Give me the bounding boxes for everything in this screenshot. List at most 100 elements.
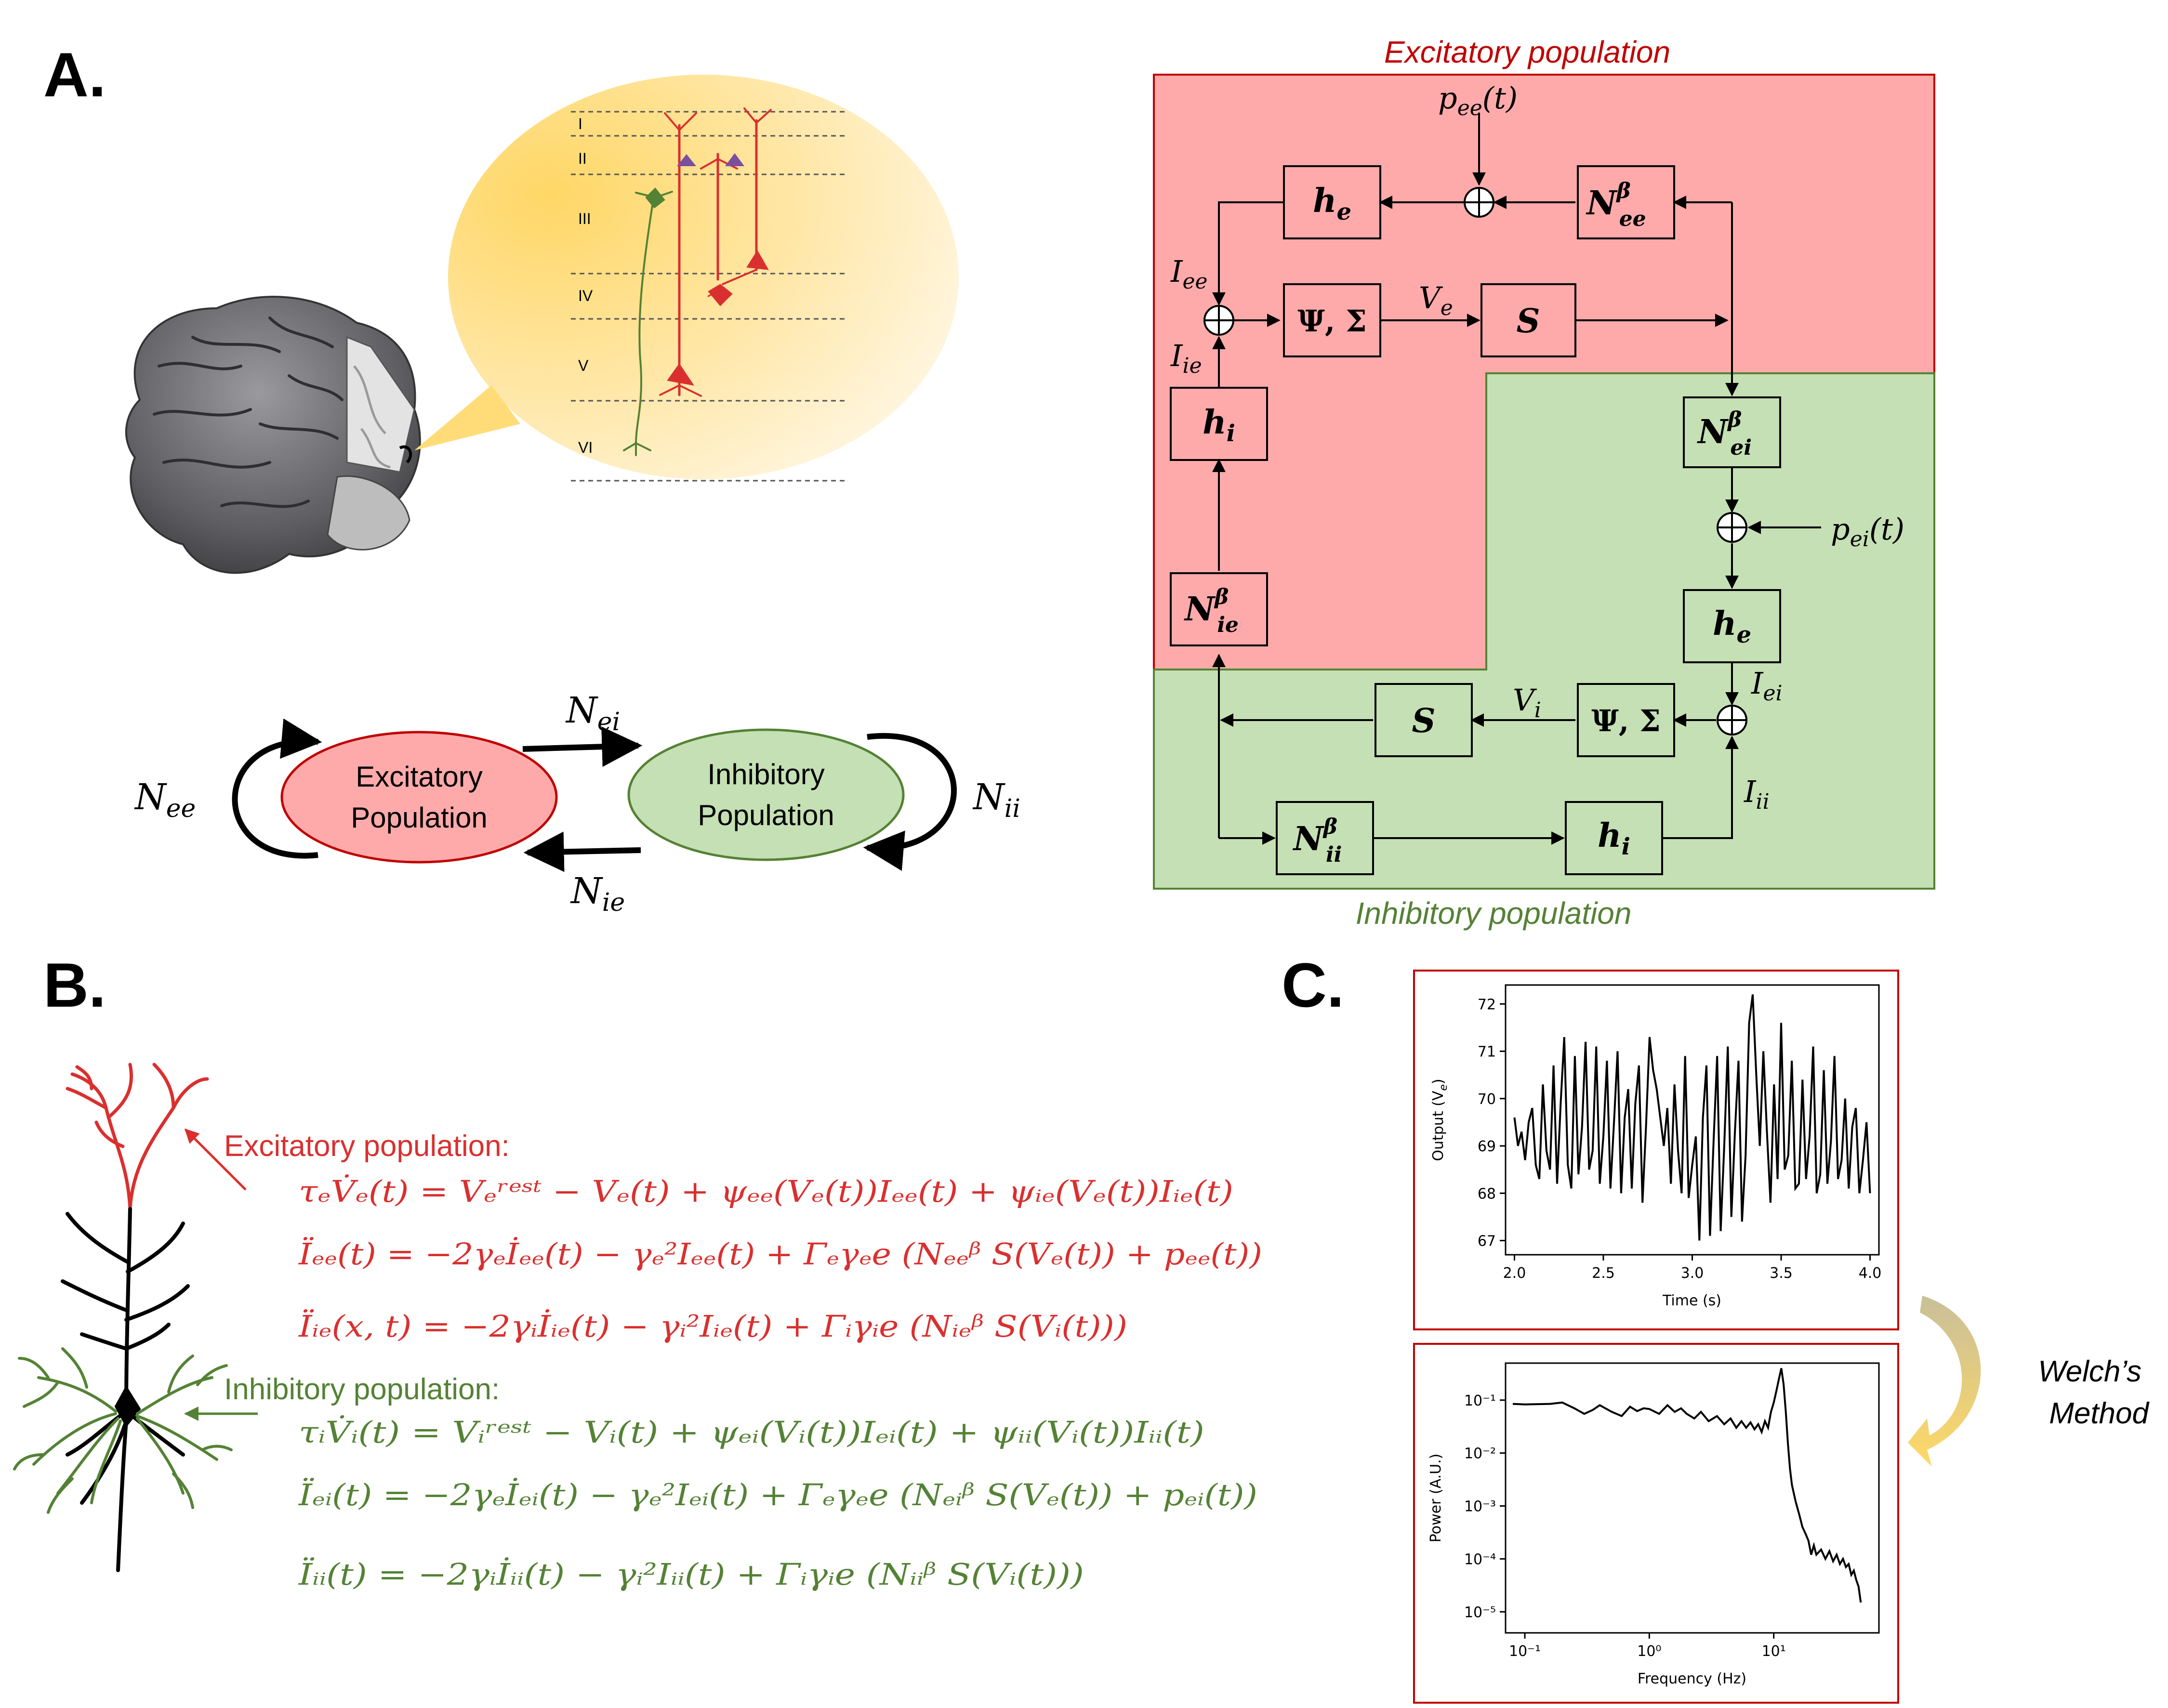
time-series-ytick-label: 72 [1478,996,1496,1013]
layer-label-iv: IV [578,287,593,304]
time-series-xtick-label: 3.5 [1770,1265,1793,1282]
population-schematic: Excitatory Population Inhibitory Populat… [134,690,1020,917]
block-nii-label: Nβ ii [1293,815,1342,867]
excitatory-equations-heading: Excitatory population: [224,1130,510,1163]
time-series-ytick-label: 67 [1478,1233,1496,1250]
sum-node-pee [1464,187,1494,218]
label-n-ei: Nei [565,690,620,736]
psd-ytick-label: 10⁻³ [1464,1498,1496,1515]
welch-label-1: Welch’s [2038,1355,2142,1388]
psd-ylabel: Power (A.U.) [1428,1454,1444,1543]
excitatory-region-title: Excitatory population [1384,35,1670,69]
time-series-chart: 2.0 2.5 3.0 3.5 4.0 67 68 69 70 71 72 Time (s) Out… [1430,984,1881,1309]
equation-excitatory-iee: Ïₑₑ(t) = −2γₑİₑₑ(t) − γₑ²Iₑₑ(t) + Γₑγₑe … [298,1236,1262,1272]
block-nie-label: Nβ ie [1184,585,1239,637]
layer-label-v: V [578,357,589,374]
excitatory-population-label-2: Population [351,801,488,834]
label-n-ii: Nii [972,776,1020,823]
block-psi-sigma-i-label: Ψ, Σ [1591,703,1661,738]
time-series-frame [1413,970,1899,1330]
psd-ytick-label: 10⁻⁴ [1464,1551,1496,1568]
layer-label-ii: II [578,150,587,167]
inhibitory-region-title: Inhibitory population [1356,896,1632,931]
psd-xtick-label: 10⁻¹ [1509,1643,1541,1660]
block-nei [1683,396,1781,468]
time-series-xtick-label: 3.0 [1681,1265,1704,1282]
equation-excitatory-iie: Ïᵢₑ(x, t) = −2γᵢİᵢₑ(t) − γᵢ²Iᵢₑ(t) + Γᵢγ… [298,1309,1127,1344]
signal-pei: pei(t) [1831,512,1904,552]
pyramidal-neuron-illustration [13,1063,233,1572]
block-psi-sigma-e [1283,283,1381,357]
layer-label-vi: VI [578,439,593,456]
equation-inhibitory-voltage: τᵢV̇ᵢ(t) = Vᵢʳᵉˢᵗ − Vᵢ(t) + ψₑᵢ(Vᵢ(t))Iₑ… [299,1415,1204,1450]
block-he-right-label: he [1713,604,1751,648]
signal-iii: Iii [1744,774,1770,814]
power-spectrum-chart: 10⁻¹ 10⁰ 10¹ 10⁻⁵ 10⁻⁴ 10⁻³ 10⁻² 10⁻¹ Frequency… [1428,1362,1880,1687]
time-series-ytick-label: 71 [1478,1044,1496,1061]
equation-inhibitory-iii: Ïᵢᵢ(t) = −2γᵢİᵢᵢ(t) − γᵢ²Iᵢᵢ(t) + Γᵢγᵢe … [298,1557,1084,1592]
inhibitory-population-label-2: Population [698,799,834,831]
block-nee-label: Nβ ee [1586,179,1646,231]
excitatory-population-node [280,731,558,864]
block-s-i-label: S [1412,702,1435,740]
psd-xtick-label: 10¹ [1762,1643,1786,1660]
welch-label-2: Method [2049,1397,2150,1430]
block-diagram: Excitatory population Inhibitory populat… [1153,35,1935,931]
block-hi-left [1170,387,1268,461]
signal-iie: Iie [1170,338,1202,378]
block-s-e-label: S [1516,302,1540,341]
equation-excitatory-voltage: τₑV̇ₑ(t) = Vₑʳᵉˢᵗ − Vₑ(t) + ψₑₑ(Vₑ(t))Iₑ… [299,1174,1233,1209]
inhibitory-region [1153,372,1935,890]
sum-node-pei [1717,512,1747,543]
time-series-xtick-label: 2.0 [1503,1265,1526,1282]
block-he-top [1283,165,1381,239]
cortical-neurons [623,107,772,456]
layer-label-i: I [578,115,582,132]
block-psi-sigma-e-label: Ψ, Σ [1297,303,1367,339]
psd-ytick-label: 10⁻¹ [1464,1393,1496,1409]
panel-label-c: C. [1282,950,1344,1020]
inhibitory-equations-heading: Inhibitory population: [224,1373,500,1406]
equation-inhibitory-iei: Ïₑᵢ(t) = −2γₑİₑᵢ(t) − γₑ²Iₑᵢ(t) + Γₑγₑe … [298,1477,1257,1512]
signal-iee: Iee [1170,254,1208,294]
label-n-ee: Nee [134,776,196,823]
block-nei-label: Nβ ei [1697,407,1752,460]
block-hi-left-label: hi [1203,403,1235,447]
psd-ytick-label: 10⁻⁵ [1464,1604,1496,1621]
sum-node-excitatory [1203,305,1234,336]
block-s-i [1375,683,1473,757]
panel-label-b: B. [43,950,106,1020]
sum-node-inhibitory [1717,705,1747,736]
block-hi-bottom [1565,801,1663,875]
psd-plot-area [1505,1362,1880,1634]
excitatory-pointer-arrow [184,1128,247,1191]
panel-label-a: A. [43,39,106,110]
time-series-ytick-label: 70 [1478,1091,1496,1108]
block-nii [1276,801,1374,875]
psd-ytick-label: 10⁻² [1464,1445,1496,1462]
arrow-n-ee [232,718,322,859]
label-n-ie: Nie [570,870,625,917]
signal-vi: Vi [1513,683,1541,723]
excitatory-population-label-1: Excitatory [356,761,482,793]
arrow-n-ie [523,831,641,872]
inhibitory-population-node [627,728,905,861]
cortex-layers: I II III IV V VI [571,111,848,482]
time-series-line [1513,994,1871,1241]
block-hi-bottom-label: hi [1598,816,1630,860]
block-nee [1577,165,1675,239]
welch-curved-arrow [1908,1296,1981,1467]
psd-line [1512,1368,1862,1603]
psd-frame [1413,1343,1899,1704]
time-series-ytick-label: 68 [1478,1185,1496,1202]
arrow-n-ei [522,726,643,767]
equations-block: Excitatory population: τₑV̇ₑ(t) = Vₑʳᵉˢᵗ… [184,1128,1262,1592]
block-psi-sigma-i [1577,683,1675,757]
cortex-callout-bubble [414,75,959,479]
signal-pee: pee(t) [1438,80,1518,120]
time-series-plot-area [1505,984,1880,1256]
layer-label-iii: III [578,210,591,227]
signal-iei: Iei [1751,666,1783,706]
time-series-ytick-label: 69 [1478,1138,1496,1155]
